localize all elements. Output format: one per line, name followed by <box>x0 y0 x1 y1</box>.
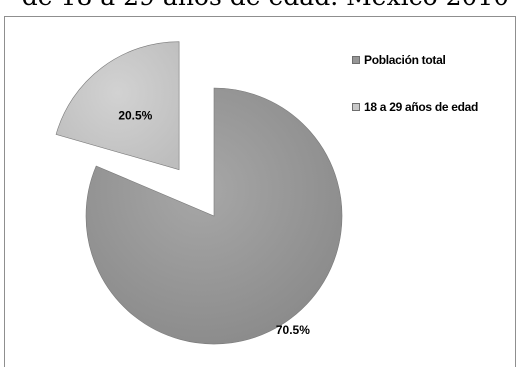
pie-slice-label-0: 70.5% <box>276 323 310 337</box>
legend-swatch-poblacion-total <box>352 56 360 64</box>
legend: Población total 18 a 29 años de edad <box>352 52 522 146</box>
pie-slice-label-1: 20.5% <box>118 108 152 122</box>
pie-labels: 70.5% 20.5% <box>118 108 310 337</box>
pie-slices <box>55 41 343 345</box>
legend-label: 18 a 29 años de edad <box>364 100 479 114</box>
legend-label: Población total <box>364 53 446 67</box>
legend-item-18-29: 18 a 29 años de edad <box>352 99 522 116</box>
legend-swatch-18-29 <box>352 103 360 111</box>
legend-item-poblacion-total: Población total <box>352 52 522 69</box>
pie-slice-1 <box>55 41 180 171</box>
chart-title: de 18 a 29 años de edad. México 2010 <box>0 0 531 11</box>
pie-slice-0 <box>85 87 343 345</box>
